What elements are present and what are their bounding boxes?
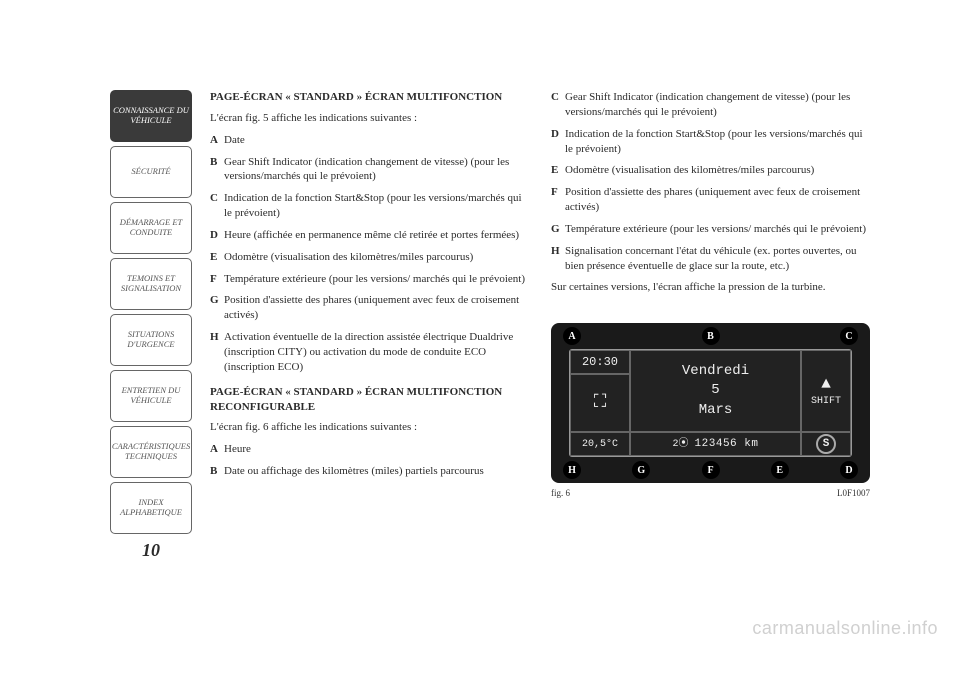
display-panel: A B C 20:30 Vendredi 5 Mars ▲ SHI	[551, 323, 870, 483]
sidebar: CONNAISSANCE DU VÉHICULE SÉCURITÉ DÉMARR…	[110, 90, 192, 610]
item-key: F	[551, 185, 565, 215]
shift-label: SHIFT	[811, 395, 841, 409]
item-key: B	[210, 155, 224, 185]
marker-d: D	[840, 461, 858, 479]
list-item: DIndication de la fonction Start&Stop (p…	[551, 127, 870, 157]
item-text: Gear Shift Indicator (indication changem…	[224, 155, 529, 185]
item-key: E	[551, 163, 565, 178]
page-number: 10	[110, 540, 192, 561]
markers-bottom: H G F E D	[563, 461, 858, 479]
screen-shift: ▲ SHIFT	[801, 350, 851, 432]
figure-caption: fig. 6 L0F1007	[551, 487, 870, 499]
item-text: Date ou affichage des kilomètres (miles)…	[224, 464, 529, 479]
list-item: ADate	[210, 133, 529, 148]
item-key: D	[551, 127, 565, 157]
item-text: Odomètre (visualisation des kilomètres/m…	[224, 250, 529, 265]
caption-left: fig. 6	[551, 487, 570, 499]
tab-securite[interactable]: SÉCURITÉ	[110, 146, 192, 198]
list-item: FTempérature extérieure (pour les versio…	[210, 272, 529, 287]
item-text: Indication de la fonction Start&Stop (po…	[565, 127, 870, 157]
screen-daynum: 5	[711, 381, 719, 401]
item-key: A	[210, 442, 224, 457]
item-key: E	[210, 250, 224, 265]
item-text: Signalisation concernant l'état du véhic…	[565, 244, 870, 274]
tab-index[interactable]: INDEX ALPHABETIQUE	[110, 482, 192, 534]
item-key: H	[210, 330, 224, 375]
screen-headlamp: 2⦿	[673, 438, 689, 452]
item-text: Température extérieure (pour les version…	[565, 222, 870, 237]
item-key: C	[210, 191, 224, 221]
marker-a: A	[563, 327, 581, 345]
screen-startstop: S	[801, 432, 851, 456]
item-key: G	[210, 293, 224, 323]
screen-time: 20:30	[570, 350, 630, 374]
list-item: HActivation éventuelle de la direction a…	[210, 330, 529, 375]
column-right: CGear Shift Indicator (indication change…	[551, 90, 870, 610]
screen-month: Mars	[699, 401, 733, 421]
tab-caracteristiques[interactable]: CARACTÉRISTIQUES TECHNIQUES	[110, 426, 192, 478]
heading-reconfigurable: PAGE-ÉCRAN « STANDARD » ÉCRAN MULTIFONCT…	[210, 385, 529, 415]
item-text: Heure (affichée en permanence même clé r…	[224, 228, 529, 243]
markers-top: A B C	[563, 327, 858, 345]
item-text: Activation éventuelle de la direction as…	[224, 330, 529, 375]
list-item: DHeure (affichée en permanence même clé …	[210, 228, 529, 243]
tab-urgence[interactable]: SITUATIONS D'URGENCE	[110, 314, 192, 366]
marker-b: B	[702, 327, 720, 345]
tab-entretien[interactable]: ENTRETIEN DU VÉHICULE	[110, 370, 192, 422]
column-left: PAGE-ÉCRAN « STANDARD » ÉCRAN MULTIFONCT…	[210, 90, 529, 610]
tab-demarrage[interactable]: DÉMARRAGE ET CONDUITE	[110, 202, 192, 254]
screen-door-icon: ⛶	[570, 374, 630, 432]
list-item: GTempérature extérieure (pour les versio…	[551, 222, 870, 237]
item-text: Odomètre (visualisation des kilomètres/m…	[565, 163, 870, 178]
list-item: AHeure	[210, 442, 529, 457]
screen-date: Vendredi 5 Mars	[630, 350, 801, 432]
item-key: H	[551, 244, 565, 274]
list-item: BDate ou affichage des kilomètres (miles…	[210, 464, 529, 479]
item-text: Gear Shift Indicator (indication changem…	[565, 90, 870, 120]
intro-fig5: L'écran fig. 5 affiche les indications s…	[210, 111, 529, 126]
item-key: F	[210, 272, 224, 287]
caption-right: L0F1007	[837, 487, 870, 499]
item-key: D	[210, 228, 224, 243]
item-text: Indication de la fonction Start&Stop (po…	[224, 191, 529, 221]
item-key: B	[210, 464, 224, 479]
list-item: BGear Shift Indicator (indication change…	[210, 155, 529, 185]
startstop-icon: S	[816, 434, 836, 454]
list-item: EOdomètre (visualisation des kilomètres/…	[551, 163, 870, 178]
tab-temoins[interactable]: TEMOINS ET SIGNALISATION	[110, 258, 192, 310]
item-text: Température extérieure (pour les version…	[224, 272, 529, 287]
marker-c: C	[840, 327, 858, 345]
list-item: GPosition d'assiette des phares (uniquem…	[210, 293, 529, 323]
content: PAGE-ÉCRAN « STANDARD » ÉCRAN MULTIFONCT…	[210, 90, 870, 610]
screen-temp: 20,5°C	[570, 432, 630, 456]
list-item: CGear Shift Indicator (indication change…	[551, 90, 870, 120]
marker-e: E	[771, 461, 789, 479]
watermark: carmanualsonline.info	[752, 618, 938, 639]
figure-6: A B C 20:30 Vendredi 5 Mars ▲ SHI	[551, 323, 870, 499]
list-item: CIndication de la fonction Start&Stop (p…	[210, 191, 529, 221]
lcd-screen: 20:30 Vendredi 5 Mars ▲ SHIFT ⛶ 20,5°C	[569, 349, 852, 457]
intro-fig6: L'écran fig. 6 affiche les indications s…	[210, 420, 529, 435]
item-text: Heure	[224, 442, 529, 457]
list-item: EOdomètre (visualisation des kilomètres/…	[210, 250, 529, 265]
note-turbine: Sur certaines versions, l'écran affiche …	[551, 280, 870, 295]
marker-h: H	[563, 461, 581, 479]
screen-odometer: 123456 km	[695, 437, 759, 452]
shift-arrow-icon: ▲	[821, 374, 831, 396]
heading-standard-multifonction: PAGE-ÉCRAN « STANDARD » ÉCRAN MULTIFONCT…	[210, 90, 529, 105]
tab-connaissance[interactable]: CONNAISSANCE DU VÉHICULE	[110, 90, 192, 142]
marker-f: F	[702, 461, 720, 479]
item-text: Position d'assiette des phares (uniqueme…	[224, 293, 529, 323]
list-item: FPosition d'assiette des phares (uniquem…	[551, 185, 870, 215]
screen-day: Vendredi	[682, 362, 749, 382]
item-key: C	[551, 90, 565, 120]
item-key: G	[551, 222, 565, 237]
item-text: Date	[224, 133, 529, 148]
item-key: A	[210, 133, 224, 148]
item-text: Position d'assiette des phares (uniqueme…	[565, 185, 870, 215]
marker-g: G	[632, 461, 650, 479]
list-item: HSignalisation concernant l'état du véhi…	[551, 244, 870, 274]
